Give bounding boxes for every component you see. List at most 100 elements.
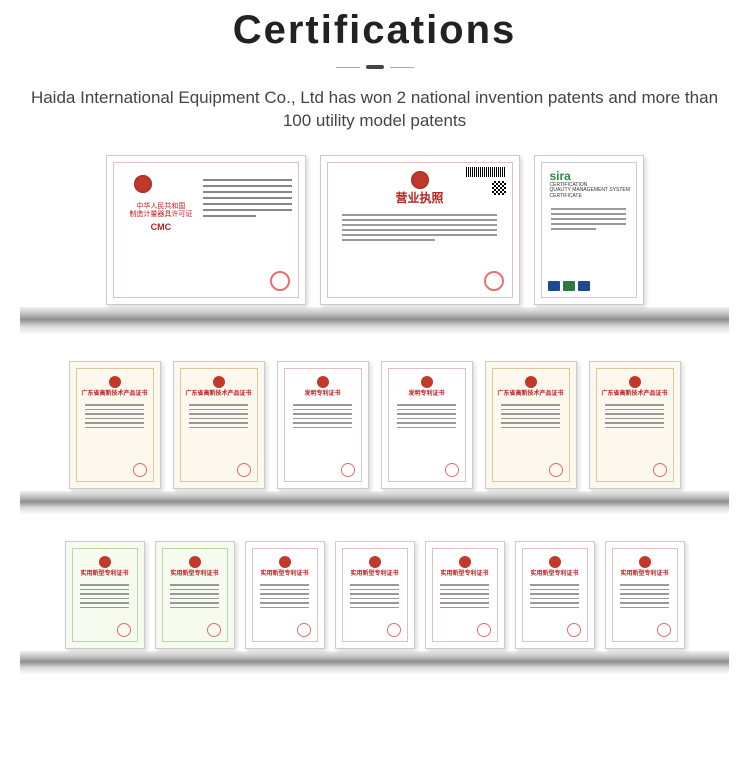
cert-title: 实用新型专利证书 bbox=[260, 571, 308, 578]
patent-emblem-icon bbox=[421, 376, 433, 388]
cert-title: 实用新型专利证书 bbox=[170, 571, 218, 578]
patent-emblem-icon bbox=[213, 376, 225, 388]
certificate-invention-patent-1: 发明专利证书 bbox=[277, 361, 369, 489]
cert-badge: CMC bbox=[120, 222, 203, 233]
patent-emblem-icon bbox=[629, 376, 641, 388]
cert-title: 广东省高新技术产品证书 bbox=[601, 391, 667, 398]
national-emblem-icon bbox=[411, 171, 429, 189]
cert-body-lines bbox=[551, 205, 627, 233]
sira-logo: sira bbox=[550, 169, 571, 183]
cert-title: 实用新型专利证书 bbox=[620, 571, 668, 578]
red-stamp-icon bbox=[477, 623, 491, 637]
cert-title: 广东省高新技术产品证书 bbox=[497, 391, 563, 398]
barcode-icon bbox=[466, 167, 506, 177]
cert-body-lines bbox=[530, 581, 579, 611]
cert-title: 实用新型专利证书 bbox=[80, 571, 128, 578]
certificate-row-3: 实用新型专利证书 实用新型专利证书 实用新型专利证书 实用新型专利证书 实用新型专利证书… bbox=[0, 541, 749, 675]
certificate-row-1: 中华人民共和国 制造计量器具许可证 CMC 营业执照 bbox=[0, 155, 749, 335]
iso-badge-icons bbox=[548, 281, 590, 291]
sira-sub-line: CERTIFICATE bbox=[550, 194, 582, 200]
cert-title: 实用新型专利证书 bbox=[350, 571, 398, 578]
certificate-utility-patent-6: 实用新型专利证书 bbox=[515, 541, 595, 649]
national-emblem-icon bbox=[134, 175, 152, 193]
cert-body-lines bbox=[260, 581, 309, 611]
cert-body-lines bbox=[440, 581, 489, 611]
cert-body-lines bbox=[85, 401, 145, 431]
patent-emblem-icon bbox=[369, 556, 381, 568]
cert-left-text: 中华人民共和国 制造计量器具许可证 CMC bbox=[120, 203, 203, 233]
certificate-invention-patent-2: 发明专利证书 bbox=[381, 361, 473, 489]
red-stamp-icon bbox=[387, 623, 401, 637]
iso-badge-icon bbox=[548, 281, 560, 291]
certificate-manufacturing-license: 中华人民共和国 制造计量器具许可证 CMC bbox=[106, 155, 306, 305]
cert-body-lines bbox=[397, 401, 457, 431]
red-stamp-icon bbox=[549, 463, 563, 477]
cert-title: 广东省高新技术产品证书 bbox=[185, 391, 251, 398]
cert-body-lines bbox=[203, 175, 291, 221]
patent-emblem-icon bbox=[109, 376, 121, 388]
cert-text-line: 中华人民共和国 bbox=[136, 203, 185, 210]
red-stamp-icon bbox=[484, 271, 504, 291]
certificate-row-2: 广东省高新技术产品证书 广东省高新技术产品证书 发明专利证书 发明专利证书 广东省高新技… bbox=[0, 361, 749, 515]
red-stamp-icon bbox=[237, 463, 251, 477]
divider-dot bbox=[366, 65, 384, 69]
certificate-business-license: 营业执照 bbox=[320, 155, 520, 305]
red-stamp-icon bbox=[657, 623, 671, 637]
cert-body-lines bbox=[605, 401, 665, 431]
patent-emblem-icon bbox=[525, 376, 537, 388]
page-title: Certifications bbox=[0, 8, 749, 53]
patent-emblem-icon bbox=[549, 556, 561, 568]
cert-title: 发明专利证书 bbox=[304, 391, 340, 398]
cert-body-lines bbox=[293, 401, 353, 431]
patent-emblem-icon bbox=[459, 556, 471, 568]
certificate-patent-gd-4: 广东省高新技术产品证书 bbox=[589, 361, 681, 489]
certificate-utility-patent-7: 实用新型专利证书 bbox=[605, 541, 685, 649]
divider-line-right bbox=[390, 67, 414, 68]
cert-title: 实用新型专利证书 bbox=[440, 571, 488, 578]
certificate-patent-gd-3: 广东省高新技术产品证书 bbox=[485, 361, 577, 489]
cert-title: 发明专利证书 bbox=[408, 391, 444, 398]
certificate-utility-patent-4: 实用新型专利证书 bbox=[335, 541, 415, 649]
certificate-utility-patent-5: 实用新型专利证书 bbox=[425, 541, 505, 649]
patent-emblem-icon bbox=[189, 556, 201, 568]
title-divider bbox=[0, 65, 749, 69]
certificate-sira-iso: sira CERTIFICATION QUALITY MANAGEMENT SY… bbox=[534, 155, 644, 305]
cert-body-lines bbox=[620, 581, 669, 611]
cert-title: 实用新型专利证书 bbox=[530, 571, 578, 578]
red-stamp-icon bbox=[297, 623, 311, 637]
cert-body-lines bbox=[80, 581, 129, 611]
patent-emblem-icon bbox=[99, 556, 111, 568]
iso-badge-icon bbox=[563, 281, 575, 291]
display-shelf bbox=[20, 307, 729, 335]
cert-body-lines bbox=[342, 211, 497, 244]
cert-text-line: 制造计量器具许可证 bbox=[129, 211, 192, 218]
red-stamp-icon bbox=[270, 271, 290, 291]
display-shelf bbox=[20, 651, 729, 675]
red-stamp-icon bbox=[207, 623, 221, 637]
divider-line-left bbox=[336, 67, 360, 68]
certificate-utility-patent-1: 实用新型专利证书 bbox=[65, 541, 145, 649]
certificate-patent-gd-1: 广东省高新技术产品证书 bbox=[69, 361, 161, 489]
display-shelf bbox=[20, 491, 729, 515]
cert-body-lines bbox=[501, 401, 561, 431]
cert-body-lines bbox=[189, 401, 249, 431]
cert-title: 广东省高新技术产品证书 bbox=[81, 391, 147, 398]
red-stamp-icon bbox=[133, 463, 147, 477]
certificate-patent-gd-2: 广东省高新技术产品证书 bbox=[173, 361, 265, 489]
patent-emblem-icon bbox=[317, 376, 329, 388]
cert-body-lines bbox=[350, 581, 399, 611]
red-stamp-icon bbox=[567, 623, 581, 637]
iso-badge-icon bbox=[578, 281, 590, 291]
red-stamp-icon bbox=[117, 623, 131, 637]
patent-emblem-icon bbox=[639, 556, 651, 568]
red-stamp-icon bbox=[653, 463, 667, 477]
page-subtitle: Haida International Equipment Co., Ltd h… bbox=[0, 87, 749, 133]
cert-body-lines bbox=[170, 581, 219, 611]
certificate-utility-patent-2: 实用新型专利证书 bbox=[155, 541, 235, 649]
patent-emblem-icon bbox=[279, 556, 291, 568]
red-stamp-icon bbox=[341, 463, 355, 477]
cert-title: 营业执照 bbox=[395, 192, 443, 205]
qr-code-icon bbox=[492, 181, 506, 195]
red-stamp-icon bbox=[445, 463, 459, 477]
certificate-utility-patent-3: 实用新型专利证书 bbox=[245, 541, 325, 649]
